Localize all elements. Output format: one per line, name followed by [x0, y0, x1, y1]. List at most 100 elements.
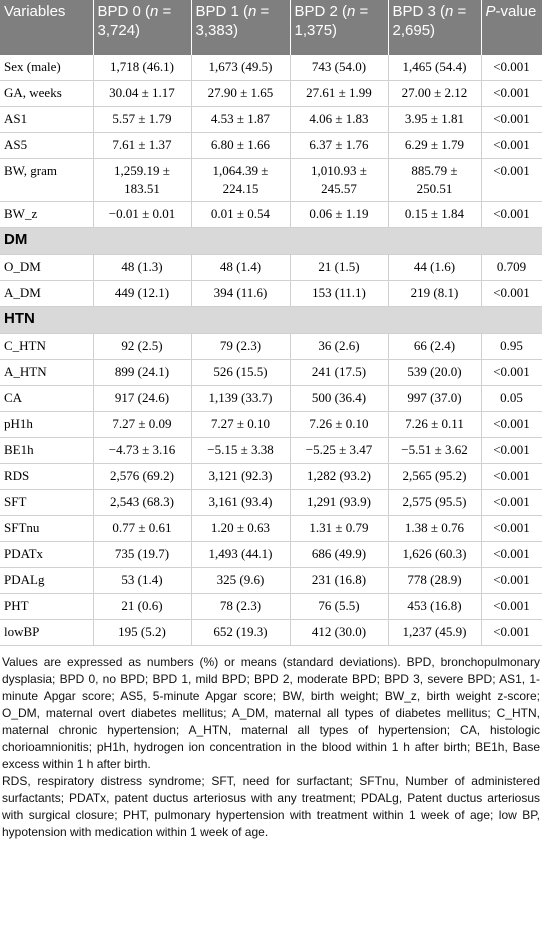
footnote: RDS, respiratory distress syndrome; SFT,… [2, 774, 540, 839]
cell: <0.001 [481, 567, 542, 594]
cell: <0.001 [481, 593, 542, 620]
table-body: Sex (male) 1,718 (46.1) 1,673 (49.5) 743 (5… [0, 55, 542, 646]
row-label: A_HTN [0, 359, 94, 386]
cell: 1,259.19 ± 183.51 [93, 158, 192, 202]
header-cell: BPD 0 (n = 3,724) [93, 0, 192, 55]
row-label: O_DM [0, 254, 94, 281]
cell: 7.27 ± 0.10 [191, 411, 291, 438]
row-label: BW_z [0, 201, 94, 228]
data-row: CA 917 (24.6) 1,139 (33.7) 500 (36.4) 997 (3… [0, 385, 542, 412]
row-label: SFTnu [0, 515, 94, 542]
row-label: PHT [0, 593, 94, 620]
header-text: Variables [4, 3, 66, 20]
header-text: = 2,695) [392, 3, 467, 39]
row-label: pH1h [0, 411, 94, 438]
data-row: SFTnu 0.77 ± 0.61 1.20 ± 0.63 1.31 ± 0.79 1.… [0, 515, 542, 542]
cell: 48 (1.4) [191, 254, 291, 281]
cell: 48 (1.3) [93, 254, 192, 281]
header-text: BPD 0 ( [97, 3, 151, 20]
cell: 449 (12.1) [93, 280, 192, 307]
header-text: P [485, 3, 496, 20]
cell: 27.90 ± 1.65 [191, 80, 291, 107]
header-text: BPD 1 ( [195, 3, 249, 20]
section-label: DM [0, 227, 542, 255]
cell: 743 (54.0) [290, 55, 389, 81]
cell: 1,064.39 ± 224.15 [191, 158, 291, 202]
cell: 1,010.93 ± 245.57 [290, 158, 389, 202]
footnotes: Values are expressed as numbers (%) or m… [0, 646, 542, 841]
cell: −5.25 ± 3.47 [290, 437, 389, 464]
header-text: BPD 3 ( [392, 3, 446, 20]
cell: 2,576 (69.2) [93, 463, 192, 490]
row-label: PDATx [0, 541, 94, 568]
cell: 325 (9.6) [191, 567, 291, 594]
cell: <0.001 [481, 619, 542, 646]
cell: 526 (15.5) [191, 359, 291, 386]
cell: 1,626 (60.3) [388, 541, 482, 568]
cell: <0.001 [481, 515, 542, 542]
cell: <0.001 [481, 411, 542, 438]
cell: 2,543 (68.3) [93, 489, 192, 516]
cell: 1,291 (93.9) [290, 489, 389, 516]
header-row: Variables BPD 0 (n = 3,724) BPD 1 (n = 3,3… [0, 0, 542, 55]
data-row: RDS 2,576 (69.2) 3,121 (92.3) 1,282 (93.2) 2… [0, 463, 542, 490]
data-row: PHT 21 (0.6) 78 (2.3) 76 (5.5) 453 (16.8) <0.… [0, 593, 542, 620]
data-row: AS5 7.61 ± 1.37 6.80 ± 1.66 6.37 ± 1.76 6.29… [0, 132, 542, 159]
cell: <0.001 [481, 201, 542, 228]
data-row: O_DM 48 (1.3) 48 (1.4) 21 (1.5) 44 (1.6) 0.70… [0, 254, 542, 281]
data-row: lowBP 195 (5.2) 652 (19.3) 412 (30.0) 1,237 … [0, 619, 542, 646]
cell: 195 (5.2) [93, 619, 192, 646]
cell: 44 (1.6) [388, 254, 482, 281]
cell: 0.06 ± 1.19 [290, 201, 389, 228]
cell: 735 (19.7) [93, 541, 192, 568]
cell: 1,493 (44.1) [191, 541, 291, 568]
cell: 27.00 ± 2.12 [388, 80, 482, 107]
cell: 394 (11.6) [191, 280, 291, 307]
cell: −5.51 ± 3.62 [388, 437, 482, 464]
cell: 21 (1.5) [290, 254, 389, 281]
cell: 21 (0.6) [93, 593, 192, 620]
row-label: A_DM [0, 280, 94, 307]
cell: 686 (49.9) [290, 541, 389, 568]
data-row: SFT 2,543 (68.3) 3,161 (93.4) 1,291 (93.9) 2… [0, 489, 542, 516]
header-cell: P-value [481, 0, 542, 55]
cell: 1.38 ± 0.76 [388, 515, 482, 542]
cell: 5.57 ± 1.79 [93, 106, 192, 133]
header-text: n [445, 3, 454, 20]
cell: 1,237 (45.9) [388, 619, 482, 646]
cell: 3,121 (92.3) [191, 463, 291, 490]
data-row: pH1h 7.27 ± 0.09 7.27 ± 0.10 7.26 ± 0.10 7.2… [0, 411, 542, 438]
cell: 153 (11.1) [290, 280, 389, 307]
data-row: BE1h −4.73 ± 3.16 −5.15 ± 3.38 −5.25 ± 3.47… [0, 437, 542, 464]
header-text: = 3,383) [195, 3, 270, 39]
cell: <0.001 [481, 132, 542, 159]
row-label: lowBP [0, 619, 94, 646]
cell: 997 (37.0) [388, 385, 482, 412]
header-text: n [248, 3, 257, 20]
cell: 7.26 ± 0.11 [388, 411, 482, 438]
cell: 3.95 ± 1.81 [388, 106, 482, 133]
cell: <0.001 [481, 55, 542, 81]
header-text: n [150, 3, 159, 20]
cell: 652 (19.3) [191, 619, 291, 646]
data-row: BW_z −0.01 ± 0.01 0.01 ± 0.54 0.06 ± 1.19 0.… [0, 201, 542, 228]
cell: 4.53 ± 1.87 [191, 106, 291, 133]
cell: <0.001 [481, 437, 542, 464]
cell: 1,673 (49.5) [191, 55, 291, 81]
header-cell: BPD 3 (n = 2,695) [388, 0, 482, 55]
section-label: HTN [0, 306, 542, 334]
cell: <0.001 [481, 280, 542, 307]
data-row: C_HTN 92 (2.5) 79 (2.3) 36 (2.6) 66 (2.4) 0.9… [0, 333, 542, 360]
cell: 30.04 ± 1.17 [93, 80, 192, 107]
header-cell: Variables [0, 0, 94, 55]
header-cell: BPD 2 (n = 1,375) [290, 0, 389, 55]
cell: 0.05 [481, 385, 542, 412]
cell: 6.37 ± 1.76 [290, 132, 389, 159]
data-row: A_DM 449 (12.1) 394 (11.6) 153 (11.1) 219 (8… [0, 280, 542, 307]
cell: 0.709 [481, 254, 542, 281]
data-row: Sex (male) 1,718 (46.1) 1,673 (49.5) 743 (5… [0, 55, 542, 81]
cell: 1.20 ± 0.63 [191, 515, 291, 542]
cell: <0.001 [481, 158, 542, 202]
cell: 778 (28.9) [388, 567, 482, 594]
